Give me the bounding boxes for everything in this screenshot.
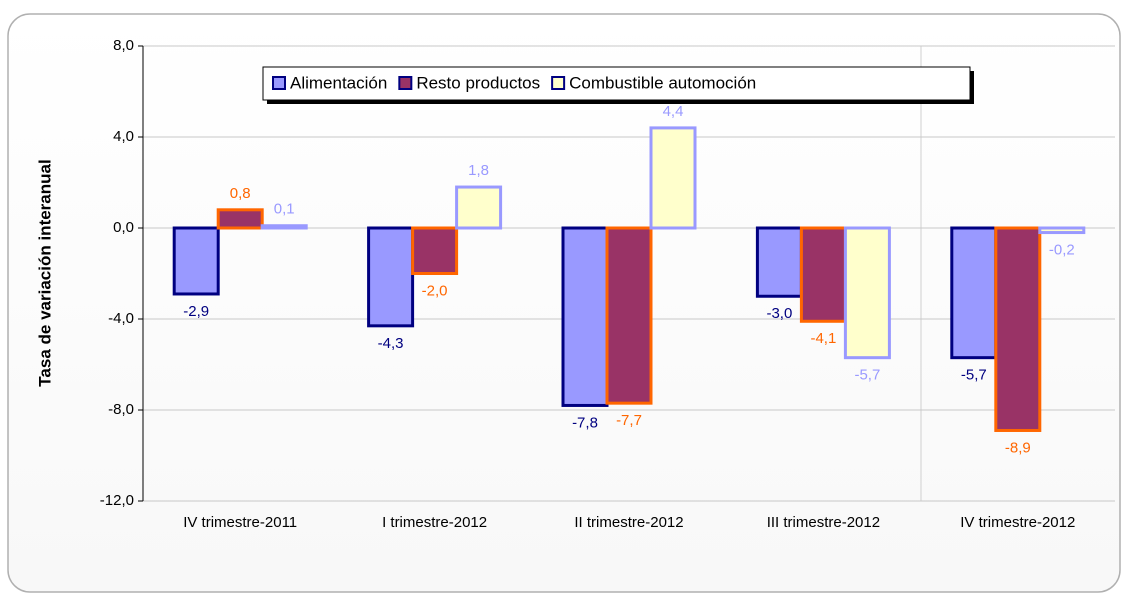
- value-label: -2,9: [183, 303, 209, 320]
- x-tick-label: I trimestre-2012: [382, 514, 487, 531]
- value-label: 0,1: [274, 201, 295, 218]
- bar: [260, 224, 308, 230]
- bar: [172, 226, 220, 296]
- y-tick-label: 0,0: [113, 219, 134, 236]
- value-label: -4,3: [378, 335, 404, 352]
- y-tick-label: -12,0: [100, 492, 134, 509]
- value-label: -0,2: [1049, 242, 1075, 259]
- bar: [216, 208, 264, 230]
- y-tick-label: -8,0: [108, 401, 134, 418]
- x-tick-label: IV trimestre-2011: [183, 514, 297, 531]
- bar: [649, 126, 697, 230]
- value-label: -8,9: [1005, 439, 1031, 456]
- x-tick-label: II trimestre-2012: [574, 514, 683, 531]
- bar: [994, 226, 1042, 432]
- value-label: -7,8: [572, 414, 598, 431]
- bar: [367, 226, 415, 328]
- value-label: -5,7: [961, 367, 987, 384]
- value-label: -7,7: [616, 412, 642, 429]
- value-label: -3,0: [766, 305, 792, 322]
- value-label: 1,8: [468, 162, 489, 179]
- y-tick-label: 4,0: [113, 128, 134, 145]
- bar: [561, 226, 609, 407]
- bar: [605, 226, 653, 405]
- y-axis-label: Tasa de variación interanual: [35, 159, 54, 386]
- legend-swatch: [272, 76, 286, 90]
- legend-label: Alimentación: [290, 73, 387, 92]
- y-tick-label: -4,0: [108, 310, 134, 327]
- value-label: -4,1: [810, 330, 836, 347]
- legend: Alimentación Resto productos Combustible a…: [262, 66, 974, 104]
- value-label: -5,7: [854, 367, 880, 384]
- bar: [1038, 226, 1086, 235]
- bar: [843, 226, 891, 360]
- bar: [455, 185, 503, 230]
- value-label: 4,4: [663, 103, 684, 120]
- bar: [755, 226, 803, 298]
- legend-label: Resto productos: [416, 73, 540, 92]
- legend-swatch: [398, 76, 413, 90]
- value-label: -2,0: [422, 282, 448, 299]
- value-label: 0,8: [230, 185, 251, 202]
- y-tick-label: 8,0: [113, 37, 134, 54]
- x-tick-label: IV trimestre-2012: [960, 514, 1075, 531]
- legend-box: [262, 66, 971, 101]
- bar: [799, 226, 847, 323]
- bar: [950, 226, 998, 360]
- bar: [411, 226, 459, 275]
- x-tick-label: III trimestre-2012: [767, 514, 880, 531]
- legend-label: Combustible automoción: [569, 73, 756, 92]
- legend-swatch: [551, 76, 566, 90]
